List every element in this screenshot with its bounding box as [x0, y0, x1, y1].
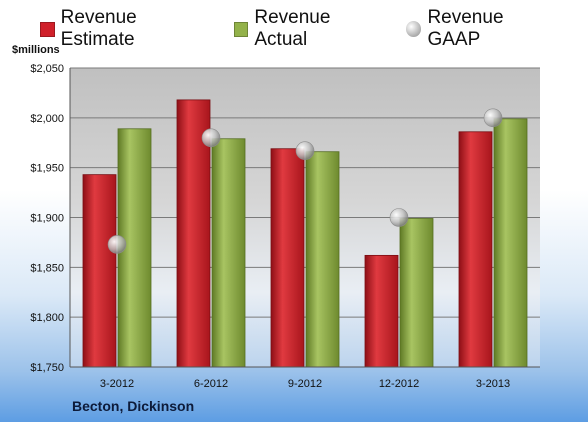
- bar-revenue-estimate: [82, 174, 117, 368]
- point-revenue-gaap: [107, 235, 127, 254]
- legend-item-estimate: Revenue Estimate: [40, 7, 212, 51]
- chart-legend: Revenue Estimate Revenue Actual Revenue …: [40, 7, 580, 50]
- point-revenue-gaap: [483, 108, 503, 128]
- legend-swatch-actual: [233, 21, 249, 37]
- legend-label-gaap: Revenue GAAP: [427, 7, 504, 50]
- point-revenue-gaap: [389, 208, 409, 227]
- x-tick-label: 3-2013: [476, 378, 510, 390]
- legend-marker-gaap: [405, 21, 422, 37]
- point-revenue-gaap: [295, 141, 315, 161]
- legend-swatch-estimate: [40, 21, 55, 37]
- legend-label-estimate: Revenue Estimate: [60, 7, 137, 50]
- bar-revenue-actual: [211, 138, 246, 368]
- y-tick-label: $1,950: [30, 163, 64, 175]
- company-name: Becton, Dickinson: [72, 398, 195, 414]
- y-tick-label: $1,850: [30, 262, 64, 274]
- y-tick-label: $1,900: [30, 213, 64, 225]
- x-tick-label: 9-2012: [288, 378, 322, 390]
- x-tick-label: 12-2012: [379, 378, 419, 390]
- y-tick-label: $1,750: [30, 362, 64, 374]
- y-tick-label: $2,000: [30, 113, 64, 125]
- bar-revenue-estimate: [458, 131, 493, 368]
- y-tick-label: $2,050: [30, 63, 64, 75]
- bar-revenue-estimate: [364, 254, 399, 368]
- x-axis: 3-2012 6-2012 9-2012 12-2012 3-2013: [70, 366, 540, 390]
- x-tick-label: 6-2012: [194, 378, 228, 390]
- legend-item-actual: Revenue Actual: [233, 7, 384, 51]
- y-axis: $1,750 $1,800 $1,850 $1,900 $1,950 $2,000 $2,0…: [30, 63, 71, 374]
- legend-item-gaap: Revenue GAAP: [405, 7, 558, 51]
- bar-revenue-actual: [493, 118, 528, 368]
- point-revenue-gaap: [201, 128, 221, 148]
- legend-label-actual: Revenue Actual: [254, 7, 331, 50]
- bar-revenue-actual: [399, 218, 434, 368]
- units-label: $millions: [12, 44, 60, 56]
- bar-revenue-actual: [305, 151, 340, 368]
- gaap-points: [107, 108, 503, 254]
- bar-revenue-estimate: [270, 148, 305, 368]
- y-tick-label: $1,800: [30, 312, 64, 324]
- x-tick-label: 3-2012: [100, 378, 134, 390]
